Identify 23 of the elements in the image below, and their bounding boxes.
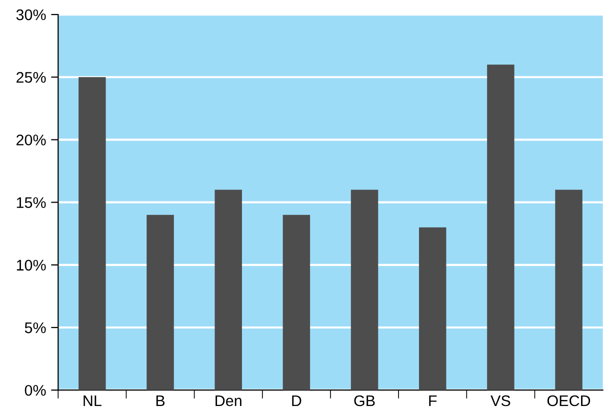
- bar: [350, 190, 378, 390]
- y-tick-label: 20%: [16, 134, 46, 146]
- x-tick-label: OECD: [547, 395, 590, 406]
- x-tick-label: NL: [84, 396, 102, 406]
- bar: [282, 214, 310, 390]
- x-tick-label: VS: [490, 395, 510, 406]
- bar: [487, 64, 514, 390]
- bar: [555, 190, 582, 390]
- y-tick-label: 15%: [16, 197, 46, 208]
- y-tick-label: 0%: [24, 384, 46, 396]
- y-tick-label: 5%: [24, 322, 46, 334]
- bar: [78, 77, 106, 390]
- y-tick-label: 30%: [16, 9, 46, 20]
- y-tick-label: 10%: [16, 260, 46, 271]
- x-tick-label: B: [156, 396, 165, 406]
- y-tick-label: 25%: [16, 72, 46, 83]
- bar: [146, 214, 174, 390]
- x-tick-label: GB: [354, 395, 375, 406]
- x-tick-label: F: [429, 396, 437, 406]
- x-tick-label: Den: [216, 396, 242, 406]
- bar: [418, 227, 446, 390]
- bar: [214, 190, 242, 390]
- x-tick-label: D: [292, 396, 302, 406]
